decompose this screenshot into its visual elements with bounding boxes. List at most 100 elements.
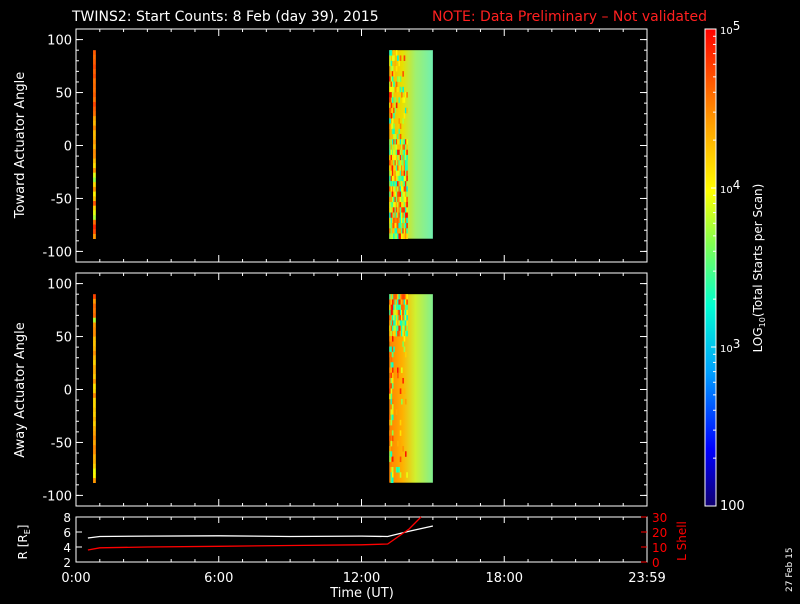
heat-cell [393, 191, 395, 198]
heat-cell [406, 309, 408, 316]
heat-cell [398, 181, 401, 187]
heat-cell [391, 330, 394, 337]
heat-cell [403, 144, 406, 150]
heat-cell [403, 294, 406, 300]
heat-cell [394, 133, 397, 140]
heat-cell [406, 92, 408, 98]
heat-cell [404, 107, 407, 114]
heat-cell [391, 315, 394, 321]
heat-cell [403, 309, 406, 316]
heat-cell [93, 92, 96, 98]
heat-cell [390, 123, 393, 130]
heat-cell [406, 191, 408, 198]
heat-cell [398, 196, 401, 203]
heat-cell [401, 304, 403, 311]
heat-cell [390, 233, 393, 239]
heat-cell [393, 299, 395, 305]
heat-cell [93, 303, 96, 309]
heat-cell [402, 202, 404, 208]
away-panel-frame [75, 272, 648, 507]
heat-cell [391, 233, 394, 239]
heat-cell [399, 222, 402, 229]
heat-cell [398, 170, 401, 177]
preliminary-note: NOTE: Data Preliminary – Not validated [432, 9, 707, 25]
heat-cell [391, 299, 394, 305]
heat-cell [406, 330, 408, 337]
heat-cell [389, 60, 391, 67]
heat-cell [404, 217, 407, 224]
heat-cell [391, 472, 394, 478]
heat-cell [406, 170, 408, 177]
heat-cell [403, 222, 406, 229]
heat-cell [395, 299, 398, 305]
heat-cell [406, 154, 408, 161]
heat-cell [399, 202, 402, 208]
heat-cell [393, 160, 395, 166]
heat-cell [397, 304, 399, 311]
heat-cell [391, 404, 394, 410]
heat-cell [404, 299, 407, 305]
heat-cell [393, 233, 395, 239]
heat-cell [402, 304, 404, 311]
heat-cell [395, 170, 398, 177]
heat-cell [93, 294, 96, 300]
heat-cell [393, 330, 395, 337]
heat-cell [391, 154, 394, 161]
heat-cell [394, 207, 397, 213]
heat-cell [394, 330, 397, 337]
heat-cell [402, 144, 404, 150]
heat-cell [389, 222, 391, 229]
heat-cell [398, 160, 401, 166]
heat-cell [404, 228, 407, 234]
heat-cell [394, 139, 397, 145]
heat-cell [391, 320, 394, 326]
heat-cell [390, 346, 393, 353]
heat-cell [399, 456, 402, 463]
heat-cell [389, 191, 391, 198]
heat-cell [394, 217, 397, 224]
heat-cell [394, 233, 397, 239]
heat-cell [399, 154, 402, 161]
heat-cell [93, 130, 96, 136]
heat-cell [398, 154, 401, 161]
colorbar-label-prefix: LOG [751, 327, 765, 352]
heat-cell [393, 222, 395, 229]
heat-cell [93, 374, 96, 380]
heat-cell [390, 388, 393, 394]
heat-cell [395, 217, 398, 224]
heat-cell [394, 222, 397, 229]
heat-cell [404, 139, 407, 145]
heat-cell [402, 160, 404, 166]
heat-cell [93, 186, 96, 192]
colorbar-tick-base: 10 [720, 26, 733, 37]
heat-cell [394, 160, 397, 166]
heat-cell [389, 175, 391, 182]
heat-cell [395, 466, 398, 473]
heat-cell [93, 308, 96, 314]
heat-cell [401, 191, 403, 198]
heat-cell [399, 149, 402, 156]
heat-cell [394, 304, 397, 311]
heat-cell [404, 398, 407, 405]
heat-cell [390, 196, 393, 203]
heat-cell [389, 320, 391, 326]
heat-cell [93, 215, 96, 221]
heat-cell [391, 186, 394, 192]
heat-cell [391, 123, 394, 130]
heat-cell [389, 228, 391, 234]
heat-cell [393, 113, 395, 119]
heat-cell [393, 86, 395, 93]
heat-cell [394, 294, 397, 300]
heat-cell [93, 454, 96, 460]
heat-cell [390, 315, 393, 321]
heat-cell [93, 350, 96, 356]
heat-cell [398, 299, 401, 305]
heat-cell [395, 207, 398, 213]
heat-cell [398, 118, 401, 124]
heat-cell [391, 86, 394, 93]
heat-cell [93, 163, 96, 169]
heat-cell [403, 97, 406, 103]
heat-cell [401, 217, 403, 224]
